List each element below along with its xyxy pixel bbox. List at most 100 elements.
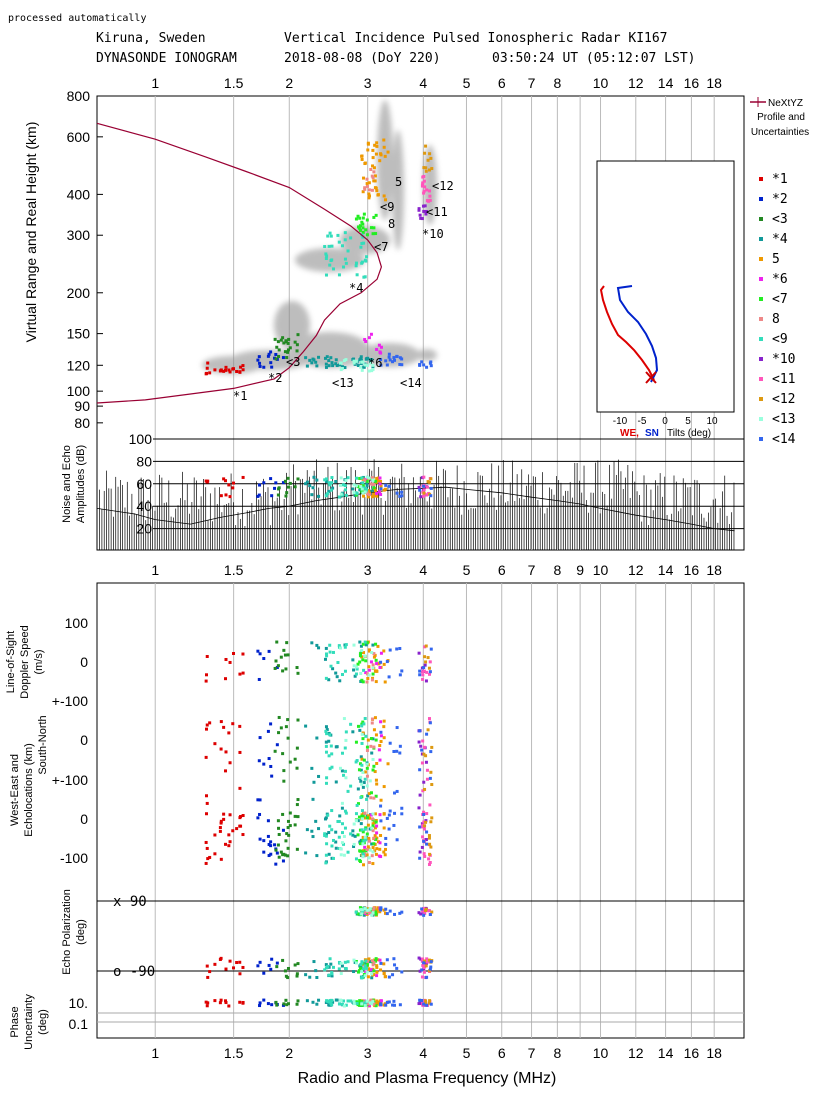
echo-amplitude-point: [293, 485, 297, 489]
lower-panel-point: [372, 745, 376, 749]
echo-point: [379, 152, 383, 156]
lower-panel-point: [424, 999, 428, 1003]
lower-panel-point: [274, 659, 278, 663]
lower-panel-point: [344, 730, 348, 734]
lower-panel-point: [387, 813, 391, 817]
polarization-x-point: [420, 907, 424, 911]
frequency-tick-label: 6: [498, 1045, 506, 1061]
lower-panel-point: [359, 796, 363, 800]
lower-panel-point: [258, 1004, 262, 1008]
lower-panel-point: [339, 961, 343, 965]
lower-panel-point: [232, 966, 236, 970]
lower-panel-point: [364, 970, 368, 974]
lower-panel-point: [238, 724, 242, 728]
lower-panel-point: [369, 737, 373, 741]
lower-panel-point: [352, 1002, 356, 1006]
legend-swatch: [759, 217, 763, 221]
polarization-x-point: [363, 907, 367, 911]
lower-panel-point: [356, 724, 360, 728]
echo-amplitude-point: [281, 481, 285, 485]
lower-panel-point: [358, 762, 362, 766]
lower-panel-point: [266, 819, 270, 823]
lower-panel-point: [384, 836, 388, 840]
lower-panel-point: [325, 654, 329, 658]
lower-panel-point: [305, 828, 309, 832]
legend-label: <11: [772, 372, 795, 387]
lower-panel-point: [367, 861, 371, 865]
legend-label: *1: [772, 172, 788, 187]
tilts-unit-label: Tilts (deg): [667, 428, 711, 439]
lower-panel-point: [371, 663, 375, 667]
lower-panel-point: [219, 857, 223, 861]
lower-panel-point: [340, 673, 344, 677]
echo-amplitude-point: [312, 475, 316, 479]
legend-swatch: [759, 317, 763, 321]
lower-panel-point: [374, 669, 378, 673]
lower-panel-point: [368, 1001, 372, 1005]
lower-panel-point: [371, 824, 375, 828]
echo-point: [267, 352, 271, 356]
legend-swatch: [759, 237, 763, 241]
echo-point: [428, 152, 432, 156]
lower-panel-point: [362, 668, 366, 672]
echo-point: [424, 209, 428, 213]
echo-point: [351, 357, 355, 361]
echo-point: [311, 357, 315, 361]
echo-point: [241, 364, 245, 368]
echo-point: [378, 159, 382, 163]
frequency-tick-label: 7: [528, 1045, 536, 1061]
lower-panel-point: [238, 750, 242, 754]
lower-panel-point: [428, 969, 432, 973]
echo-point: [330, 361, 334, 365]
echo-point: [424, 212, 428, 216]
lower-panel-point: [358, 828, 362, 832]
lower-panel-point: [286, 966, 290, 970]
echo-point: [372, 226, 376, 230]
lower-panel-point: [359, 775, 363, 779]
echo-point: [369, 332, 373, 336]
lower-panel-point: [349, 999, 353, 1003]
lower-panel-point: [382, 719, 386, 723]
polarization-x-point: [425, 909, 429, 913]
lower-panel-point: [367, 816, 371, 820]
polarization-x-point: [423, 911, 427, 915]
lower-panel-point: [379, 720, 383, 724]
lower-panel-point: [204, 727, 208, 731]
echo-amplitude-point: [363, 478, 367, 482]
lower-panel-point: [312, 780, 316, 784]
echo-amplitude-point: [367, 493, 371, 497]
echo-point: [363, 338, 367, 342]
echo-point: [369, 358, 373, 362]
echo-amplitude-point: [379, 484, 383, 488]
lower-panel-point: [398, 1003, 402, 1007]
lower-panel-point: [235, 827, 239, 831]
lower-panel-point: [275, 851, 279, 855]
lower-panel-point: [359, 840, 363, 844]
lower-panel-point: [418, 669, 422, 673]
lower-panel-point: [395, 726, 399, 730]
echo-point: [372, 215, 376, 219]
lower-panel-point: [383, 680, 387, 684]
lower-panel-point: [387, 1000, 391, 1004]
lower-panel-point: [315, 854, 319, 858]
echo-point: [360, 157, 364, 161]
echo-point: [392, 356, 396, 360]
lower-panel-point: [382, 785, 386, 789]
lower-panel-point: [377, 748, 381, 752]
lower-panel-point: [356, 970, 360, 974]
echo-amplitude-point: [339, 476, 343, 480]
echolocation-tick: 0: [80, 732, 88, 748]
echo-amplitude-point: [228, 495, 232, 499]
lower-panel-point: [339, 972, 343, 976]
echo-point: [324, 257, 328, 261]
lower-panel-point: [367, 668, 371, 672]
echo-point: [365, 364, 369, 368]
lower-panel-point: [400, 669, 404, 673]
trace-label-9: <9: [380, 200, 394, 214]
echo-point: [363, 161, 367, 165]
lower-panel-point: [324, 832, 328, 836]
lower-panel-point: [258, 1001, 262, 1005]
trace-label-13: <13: [332, 376, 354, 390]
echo-point: [360, 241, 364, 245]
lower-panel-point: [286, 976, 290, 980]
